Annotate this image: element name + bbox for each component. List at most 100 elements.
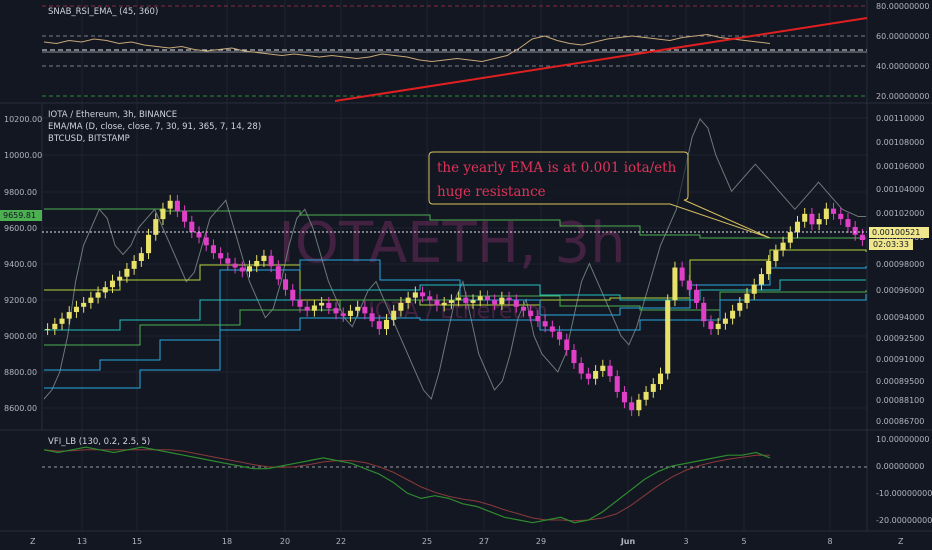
candle-body-53 [427, 296, 433, 301]
candle-body-90 [694, 289, 700, 303]
rsi-axis-label-0: 80.00000000 [876, 2, 929, 11]
ema-ma-line-0 [44, 208, 866, 239]
candles [45, 194, 865, 417]
vfi-axis-label-1: 0.00000000 [876, 462, 924, 471]
candle-body-102 [780, 242, 786, 251]
time-axis-label-1: 15 [132, 537, 142, 546]
candle-body-46 [376, 321, 382, 330]
candle-body-68 [535, 315, 541, 322]
btc-axis-label-0: 10200.00 [4, 115, 42, 124]
vfi-axis-label-3: -20.00000000 [876, 516, 932, 525]
candle-body-56 [448, 300, 454, 303]
candle-body-66 [520, 306, 527, 311]
candle-body-78 [607, 365, 613, 377]
annotation-box [428, 151, 771, 239]
candle-body-99 [758, 274, 764, 285]
countdown-tag-text: 02:03:33 [873, 240, 909, 249]
price-axis-label-2: 0.00106000 [876, 162, 924, 171]
axes: 80.0000000060.0000000040.0000000020.0000… [4, 2, 932, 546]
candle-body-70 [549, 326, 555, 332]
candle-body-30 [261, 255, 267, 261]
annotation-callout[interactable]: the yearly EMA is at 0.001 iota/eth huge… [428, 151, 771, 239]
candle-body-17 [167, 200, 173, 209]
time-axis-label-8: Jun [620, 537, 636, 546]
candle-body-65 [513, 300, 519, 307]
candle-body-67 [528, 310, 534, 316]
candle-body-1 [52, 323, 58, 330]
candle-body-42 [347, 310, 353, 316]
candle-body-19 [182, 211, 188, 222]
candle-body-39 [326, 302, 332, 309]
candle-body-94 [722, 318, 728, 324]
candle-body-28 [246, 266, 253, 272]
last-price-tag: 0.00100521 02:03:33 [869, 227, 929, 250]
price-axis-label-12: 0.00088100 [876, 396, 924, 405]
candle-body-37 [311, 305, 317, 311]
candle-body-71 [557, 331, 563, 340]
ema-ma-lines [44, 208, 867, 389]
candle-body-110 [838, 213, 844, 220]
candle-body-49 [398, 302, 404, 311]
candle-body-2 [59, 318, 65, 324]
candle-body-15 [153, 219, 159, 235]
candle-body-73 [571, 350, 577, 364]
time-axis-label-11: 8 [827, 537, 832, 546]
candle-body-79 [614, 376, 620, 392]
candle-body-82 [636, 399, 642, 411]
candle-body-22 [203, 237, 209, 246]
price-axis-label-4: 0.00102000 [876, 209, 924, 218]
candle-body-112 [852, 226, 858, 235]
candle-body-7 [95, 292, 101, 298]
price-axis-label-8: 0.00094000 [876, 313, 924, 322]
candle-body-86 [665, 300, 671, 374]
rsi-line [43, 33, 771, 63]
zoom-right-button[interactable]: Z [898, 537, 904, 546]
price-axis-label-7: 0.00096000 [876, 286, 924, 295]
btc-axis-label-7: 8800.00 [4, 368, 37, 377]
rsi-axis-label-2: 40.00000000 [876, 62, 929, 71]
candle-body-45 [369, 313, 375, 322]
candle-body-8 [102, 287, 108, 293]
time-axis-label-7: 29 [536, 537, 546, 546]
price-pane-study-btc: BTCUSD, BITSTAMP [48, 134, 130, 144]
candle-body-0 [45, 329, 51, 331]
vfi-axis-label-2: -10.00000000 [876, 489, 932, 498]
rsi-trendline[interactable] [334, 17, 868, 102]
vfi-pane[interactable]: VFI_LB (130, 0.2, 2.5, 5) [42, 437, 867, 524]
btc-axis-label-5: 9200.00 [4, 296, 37, 305]
candle-body-75 [585, 373, 591, 379]
candle-body-31 [268, 255, 274, 267]
candle-body-106 [809, 213, 815, 225]
candle-body-3 [66, 312, 72, 319]
candle-body-4 [73, 306, 79, 313]
candle-body-60 [477, 296, 483, 301]
candle-body-89 [686, 280, 692, 290]
time-axis-label-6: 27 [479, 537, 489, 546]
candle-body-81 [629, 402, 635, 411]
time-axis-label-3: 20 [280, 537, 290, 546]
candle-body-83 [643, 391, 649, 400]
candle-body-105 [802, 213, 808, 222]
candle-body-34 [290, 289, 296, 301]
time-axis-label-10: 5 [741, 537, 746, 546]
price-pane[interactable]: IOTA / Ethereum, 3h, BINANCE EMA/MA (D, … [42, 110, 867, 417]
candle-body-59 [470, 300, 476, 303]
candle-body-40 [333, 308, 339, 314]
candle-body-44 [362, 306, 368, 314]
price-pane-study-ema: EMA/MA (D, close, close, 7, 30, 91, 365,… [48, 122, 261, 132]
price-axis-label-0: 0.00110000 [876, 114, 924, 123]
candle-body-95 [730, 310, 736, 319]
candle-body-5 [81, 302, 87, 307]
candle-body-13 [138, 253, 144, 261]
rsi-pane[interactable]: SNAB_RSI_EMA_ (45, 360) [42, 5, 868, 102]
zoom-left-button[interactable]: Z [30, 537, 36, 546]
time-axis-label-4: 22 [336, 537, 346, 546]
candle-body-62 [492, 300, 498, 305]
candle-body-18 [174, 200, 180, 212]
candle-body-98 [751, 284, 757, 294]
candle-body-96 [737, 302, 743, 311]
candle-body-51 [412, 292, 418, 298]
candle-body-24 [218, 253, 224, 259]
